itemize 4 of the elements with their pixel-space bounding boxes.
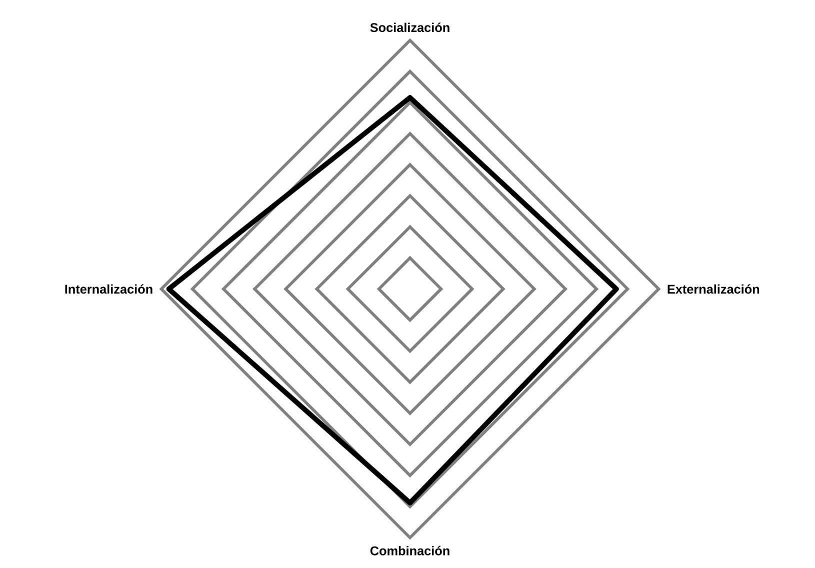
spoke-label: Combinación: [370, 546, 450, 556]
spoke-label: Externalización: [668, 284, 760, 294]
spoke-label: Socialización: [370, 22, 450, 32]
spoke-label: Internalización: [65, 284, 152, 294]
